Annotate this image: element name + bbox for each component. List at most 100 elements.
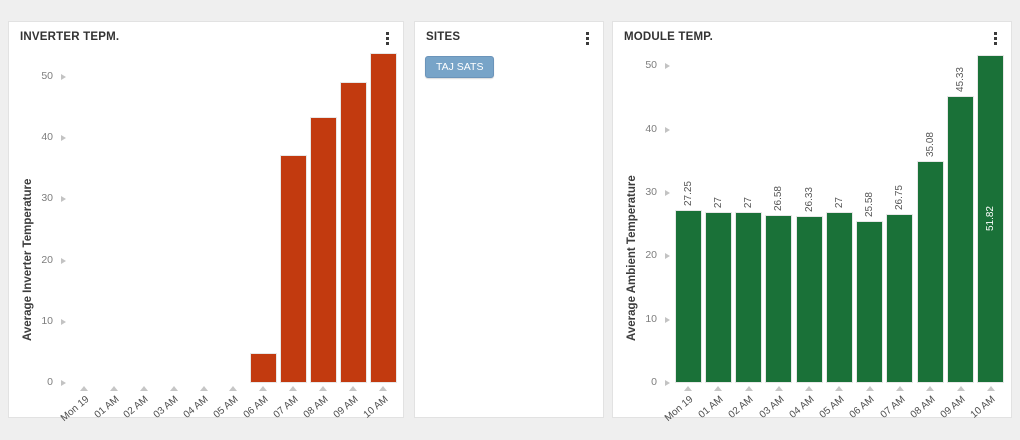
bar[interactable] bbox=[735, 212, 763, 383]
triangle-up-icon bbox=[744, 386, 753, 391]
bar[interactable]: 51.82 bbox=[977, 54, 1005, 383]
y-axis-tick-label: 30 bbox=[41, 192, 53, 205]
bar-slot bbox=[308, 48, 338, 383]
x-axis-slot: 10 AM bbox=[361, 383, 398, 421]
module-temp-panel: MODULE TEMP. Average Ambient Temperature… bbox=[612, 21, 1012, 424]
panel-title: SITES bbox=[426, 31, 461, 43]
triangle-up-icon bbox=[379, 386, 388, 391]
sites-body: TAJ SATS bbox=[415, 48, 603, 86]
y-axis-tick-label: 20 bbox=[645, 249, 657, 262]
bar-slot: 25.58 bbox=[855, 48, 885, 383]
x-axis-slot: 07 AM bbox=[878, 383, 915, 421]
bar-slot bbox=[69, 48, 99, 383]
panel-title: INVERTER TEPM. bbox=[20, 31, 120, 43]
bar-value-label: 26.33 bbox=[803, 187, 815, 213]
bar-slot bbox=[219, 48, 249, 383]
x-axis-slot: 08 AM bbox=[909, 383, 945, 421]
x-axis-slot: 10 AM bbox=[969, 383, 1006, 421]
bar[interactable] bbox=[674, 210, 702, 383]
bar-slot: 35.08 bbox=[915, 48, 945, 383]
triangle-up-icon bbox=[169, 386, 178, 391]
triangle-right-icon bbox=[665, 380, 670, 386]
x-axis-slot: 06 AM bbox=[242, 383, 278, 421]
bar[interactable] bbox=[279, 154, 307, 383]
x-axis-slot: 05 AM bbox=[818, 383, 854, 421]
bar-slot bbox=[248, 48, 278, 383]
triangle-right-icon bbox=[665, 126, 670, 133]
bar-slot bbox=[189, 48, 219, 383]
triangle-right-icon bbox=[665, 63, 670, 70]
y-axis-tick-label: 20 bbox=[41, 253, 53, 266]
x-axis-slot: 09 AM bbox=[331, 383, 368, 421]
module-temp-chart: Average Ambient Temperature 27.25 27 27 26.… bbox=[613, 48, 1011, 424]
bar-value-label: 26.58 bbox=[773, 185, 785, 211]
inverter-temp-panel: INVERTER TEPM. Average Inverter Temperat… bbox=[8, 21, 404, 424]
triangle-up-icon bbox=[229, 386, 238, 391]
triangle-right-icon bbox=[61, 196, 66, 203]
bar[interactable] bbox=[856, 221, 884, 383]
kebab-menu-icon[interactable] bbox=[581, 30, 593, 46]
bar-value-label: 27.25 bbox=[682, 181, 694, 207]
triangle-up-icon bbox=[199, 386, 208, 391]
kebab-menu-icon[interactable] bbox=[989, 30, 1001, 46]
x-axis-slot: 04 AM bbox=[182, 383, 219, 421]
kebab-menu-icon[interactable] bbox=[381, 30, 393, 46]
y-axis-tick-label: 0 bbox=[651, 376, 657, 388]
triangle-up-icon bbox=[926, 386, 935, 391]
site-button-taj-sats[interactable]: TAJ SATS bbox=[425, 56, 495, 78]
bar[interactable] bbox=[369, 52, 397, 383]
bar-slot bbox=[159, 48, 189, 383]
bar[interactable] bbox=[339, 81, 367, 383]
x-axis-slot: Mon 19 bbox=[58, 383, 99, 424]
triangle-up-icon bbox=[835, 386, 844, 391]
panel-header: SITES bbox=[415, 22, 603, 48]
bar[interactable] bbox=[947, 95, 975, 383]
triangle-up-icon bbox=[986, 386, 995, 391]
bar-slot: 27 bbox=[734, 48, 764, 383]
y-axis-tick-label: 50 bbox=[645, 59, 657, 72]
triangle-up-icon bbox=[956, 386, 965, 391]
bar[interactable] bbox=[795, 216, 823, 383]
x-axis-slot: 04 AM bbox=[787, 383, 824, 421]
bar-slot: 51.82 bbox=[976, 48, 1006, 383]
bar[interactable] bbox=[249, 353, 277, 383]
triangle-up-icon bbox=[109, 386, 118, 391]
bar-value-label: 27 bbox=[712, 196, 724, 209]
bar[interactable] bbox=[916, 160, 944, 383]
bar[interactable] bbox=[825, 212, 853, 383]
x-axis-slot: 02 AM bbox=[122, 383, 159, 421]
bar-value-label: 27 bbox=[833, 196, 845, 209]
x-axis-tick-label: Mon 19 bbox=[58, 394, 92, 424]
triangle-up-icon bbox=[79, 386, 88, 391]
y-axis-tick-label: 10 bbox=[41, 314, 53, 327]
triangle-right-icon bbox=[665, 190, 670, 197]
bar[interactable] bbox=[704, 212, 732, 383]
bar[interactable] bbox=[765, 214, 793, 383]
y-axis-tick-label: 50 bbox=[41, 69, 53, 82]
bar-value-label: 35.08 bbox=[924, 131, 936, 157]
x-axis-slot: 03 AM bbox=[152, 383, 189, 421]
panel-header: INVERTER TEPM. bbox=[9, 22, 403, 48]
plot-area bbox=[69, 48, 398, 383]
bar-slot bbox=[278, 48, 308, 383]
triangle-right-icon bbox=[665, 316, 670, 323]
bar-value-label: 45.33 bbox=[955, 66, 967, 92]
triangle-up-icon bbox=[895, 386, 904, 391]
triangle-up-icon bbox=[139, 386, 148, 391]
x-axis-slot: Mon 19 bbox=[663, 383, 703, 424]
bar[interactable] bbox=[309, 116, 337, 383]
bar[interactable] bbox=[886, 213, 914, 383]
x-axis-slot: 01 AM bbox=[697, 383, 733, 421]
bar-value-label: 26.75 bbox=[894, 184, 906, 210]
triangle-up-icon bbox=[865, 386, 874, 391]
triangle-up-icon bbox=[805, 386, 814, 391]
bar-slot: 26.33 bbox=[794, 48, 824, 383]
bar-slot: 26.58 bbox=[764, 48, 794, 383]
triangle-up-icon bbox=[774, 386, 783, 391]
x-axis-slot: 05 AM bbox=[212, 383, 249, 421]
bar-value-label: 51.82 bbox=[985, 206, 997, 232]
inverter-temp-chart: Average Inverter Temperature Mon 19 01 AM… bbox=[9, 48, 403, 424]
x-axis-slot: 09 AM bbox=[939, 383, 975, 421]
triangle-up-icon bbox=[684, 386, 693, 391]
